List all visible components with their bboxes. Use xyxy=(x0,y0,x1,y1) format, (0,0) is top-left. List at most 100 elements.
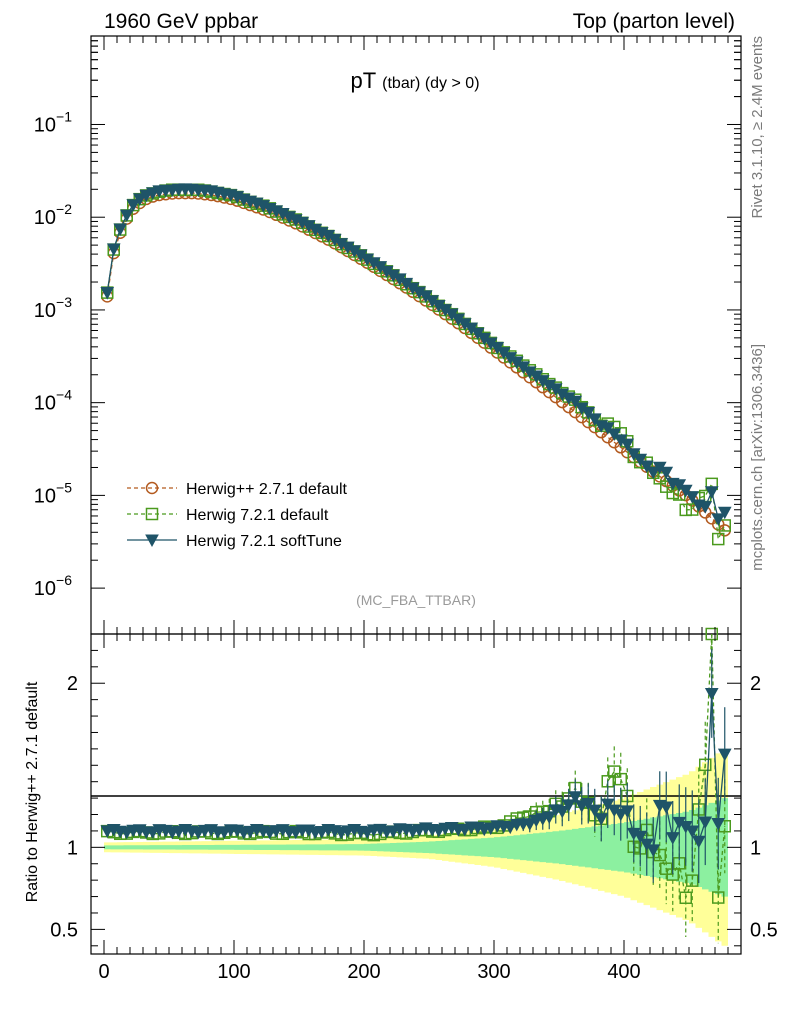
data-point-2 xyxy=(704,486,719,499)
series-line-0 xyxy=(106,192,726,531)
x-tick-label: 200 xyxy=(347,961,380,983)
ratio-data-layer xyxy=(100,627,732,944)
ratio-point-2 xyxy=(646,844,661,857)
ratio-point-2 xyxy=(717,748,732,762)
legend-label-1: Herwig 7.2.1 default xyxy=(186,507,329,524)
data-point-2 xyxy=(711,513,726,526)
data-point-2 xyxy=(685,491,700,504)
ratio-point-2 xyxy=(620,805,635,818)
legend-marker-1 xyxy=(145,507,159,521)
ratio-point-2 xyxy=(568,791,583,804)
y-tick-label: 10−3 xyxy=(34,294,72,322)
x-tick-label: 300 xyxy=(477,961,510,983)
data-point-2 xyxy=(646,466,661,480)
ratio-point-2 xyxy=(704,687,719,701)
y-tick-label-exponent: −2 xyxy=(56,201,72,217)
data-point-2 xyxy=(581,407,596,420)
ratio-point-2 xyxy=(659,801,674,815)
x-axis: 0 100 200 300 400 xyxy=(98,36,729,983)
series-line-2 xyxy=(106,188,726,521)
ratio-point-2 xyxy=(581,797,596,811)
y-tick-label-exponent: −3 xyxy=(56,294,72,310)
y-tick-label-base: 10 xyxy=(34,207,56,229)
ratio-point-2 xyxy=(587,804,602,818)
y-tick-label-base: 10 xyxy=(34,114,56,136)
y-tick-label: 10−6 xyxy=(34,572,72,600)
x-tick-label: 0 xyxy=(98,961,109,983)
ratio-tick-label: 1 xyxy=(67,837,78,859)
ratio-point-1 xyxy=(712,891,725,904)
y-tick-label-exponent: −6 xyxy=(56,572,72,588)
y-tick-label-exponent: −1 xyxy=(56,108,72,124)
data-point-2 xyxy=(100,287,115,300)
ratio-tick-label: 2 xyxy=(750,673,761,695)
uncertainty-bands xyxy=(104,748,728,946)
data-point-2 xyxy=(633,453,648,467)
x-tick-label: 400 xyxy=(607,961,640,983)
data-point-2 xyxy=(639,460,654,474)
data-point-2 xyxy=(678,484,693,498)
ratio-point-2 xyxy=(594,813,609,826)
ratio-panel: 0.5 0.5 1 1 2 2 Ratio to Herwig++ 2.7.1 defau… xyxy=(24,627,778,955)
ratio-point-2 xyxy=(555,805,570,819)
ratio-point-1 xyxy=(705,627,718,641)
data-point-2 xyxy=(717,506,732,520)
ratio-point-1 xyxy=(614,772,627,786)
plot-title-main: pT xyxy=(350,68,376,93)
data-point-2 xyxy=(132,193,147,206)
y-tick-label-base: 10 xyxy=(34,578,56,600)
x-tick-label: 100 xyxy=(217,961,250,983)
ratio-y-axis: 0.5 0.5 1 1 2 2 xyxy=(50,649,778,947)
y-tick-label-base: 10 xyxy=(34,485,56,507)
ratio-point-1 xyxy=(699,758,712,772)
ratio-point-1 xyxy=(608,765,621,778)
ratio-point-1 xyxy=(679,891,692,905)
ratio-tick-label: 0.5 xyxy=(750,919,778,941)
ratio-point-2 xyxy=(691,835,706,849)
plot-title: pT (tbar) (dy > 0) xyxy=(350,68,479,93)
ratio-point-2 xyxy=(542,811,557,824)
data-point-1 xyxy=(712,532,725,546)
y-tick-label-base: 10 xyxy=(34,393,56,415)
y-tick-label: 10−5 xyxy=(34,479,72,507)
header-right: Top (parton level) xyxy=(573,10,735,33)
main-y-axis: 10−610−510−410−310−210−1 xyxy=(34,35,741,600)
ratio-line-1 xyxy=(107,633,726,901)
data-point-1 xyxy=(718,519,731,532)
stat-uncertainty-band xyxy=(104,798,728,897)
data-point-2 xyxy=(659,466,674,480)
watermark: (MC_FBA_TTBAR) xyxy=(356,592,476,608)
ratio-point-2 xyxy=(711,817,726,831)
data-point-2 xyxy=(587,413,602,426)
ratio-point-2 xyxy=(685,825,700,839)
ratio-point-2 xyxy=(665,832,680,845)
ratio-point-2 xyxy=(633,830,648,844)
y-tick-label-exponent: −5 xyxy=(56,479,72,495)
rivet-label: Rivet 3.1.10, ≥ 2.4M events xyxy=(749,36,766,219)
y-tick-label: 10−1 xyxy=(34,108,72,136)
data-point-2 xyxy=(600,422,615,435)
plot-title-sub: (tbar) (dy > 0) xyxy=(382,75,479,92)
legend-label-0: Herwig++ 2.7.1 default xyxy=(186,481,348,498)
ratio-tick-label: 2 xyxy=(67,673,78,695)
ratio-tick-label: 0.5 xyxy=(50,919,78,941)
data-point-2 xyxy=(620,438,635,452)
legend-label-2: Herwig 7.2.1 softTune xyxy=(186,533,342,550)
ratio-point-1 xyxy=(686,874,699,887)
data-point-2 xyxy=(106,243,121,257)
ratio-point-2 xyxy=(561,799,576,812)
legend: Herwig++ 2.7.1 default Herwig 7.2.1 defau… xyxy=(127,481,348,550)
legend-marker-0 xyxy=(145,481,159,495)
legend-marker-2 xyxy=(145,534,159,548)
main-panel: pT (tbar) (dy > 0) (MC_FBA_TTBAR) 10−610−… xyxy=(34,35,742,635)
data-point-2 xyxy=(119,209,134,223)
ratio-point-2 xyxy=(698,816,713,830)
mcplots-label: mcplots.cern.ch [arXiv:1306.3436] xyxy=(749,344,766,571)
y-tick-label: 10−4 xyxy=(34,387,72,415)
y-tick-label-base: 10 xyxy=(34,300,56,322)
data-point-1 xyxy=(679,503,692,517)
data-point-2 xyxy=(113,223,128,237)
main-data-layer xyxy=(100,183,732,546)
data-point-2 xyxy=(126,199,141,212)
y-tick-label-exponent: −4 xyxy=(56,387,72,403)
